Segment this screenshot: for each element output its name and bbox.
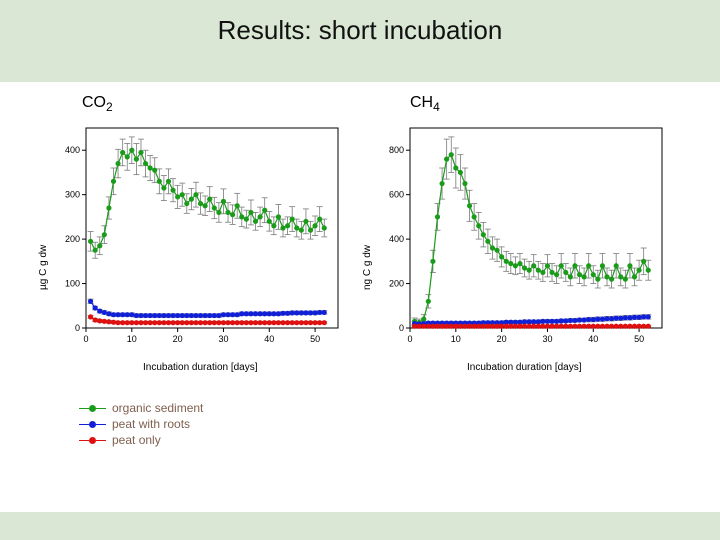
svg-text:400: 400	[389, 234, 404, 244]
panel-title-co2: CO2	[82, 94, 113, 114]
legend-label: organic sediment	[112, 401, 203, 415]
svg-text:10: 10	[451, 334, 461, 344]
panel-title-ch4: CH4	[410, 94, 440, 114]
panel-co2: CO2 010203040500100200300400 Incubation …	[48, 100, 348, 380]
legend-row: peat only	[78, 432, 203, 448]
svg-text:0: 0	[83, 334, 88, 344]
svg-text:40: 40	[264, 334, 274, 344]
panel-ch4: CH4 010203040500200400600800 Incubation …	[372, 100, 672, 380]
legend: organic sediment peat with roots peat only	[78, 400, 203, 448]
legend-marker-icon	[78, 437, 106, 444]
co2-label-sub: 2	[106, 100, 113, 114]
svg-text:30: 30	[218, 334, 228, 344]
xlabel-ch4: Incubation duration [days]	[467, 362, 582, 373]
svg-text:200: 200	[389, 279, 404, 289]
svg-text:30: 30	[542, 334, 552, 344]
ylabel-ch4: ng C g dw	[362, 245, 373, 290]
legend-row: organic sediment	[78, 400, 203, 416]
svg-text:200: 200	[65, 234, 80, 244]
chart-svg-ch4: 0 10 20 30 40 50 0 200 400 600 800	[372, 120, 672, 360]
svg-text:0: 0	[75, 323, 80, 333]
legend-label: peat with roots	[112, 417, 190, 431]
content-area: CO2 010203040500100200300400 Incubation …	[0, 82, 720, 512]
svg-text:10: 10	[127, 334, 137, 344]
slide: Results: short incubation CO2 0102030405…	[0, 0, 720, 540]
xlabel-co2: Incubation duration [days]	[143, 362, 258, 373]
svg-text:400: 400	[65, 145, 80, 155]
legend-marker-icon	[78, 421, 106, 428]
legend-row: peat with roots	[78, 416, 203, 432]
svg-text:0: 0	[407, 334, 412, 344]
chart-stage: CO2 010203040500100200300400 Incubation …	[48, 100, 672, 480]
slide-title: Results: short incubation	[218, 15, 503, 46]
ylabel-co2: µg C g dw	[38, 245, 49, 290]
chart-svg-co2: 0 10 20 30 40 50 0 100 200 300 400	[48, 120, 348, 360]
legend-marker-icon	[78, 405, 106, 412]
svg-text:50: 50	[310, 334, 320, 344]
title-bar: Results: short incubation	[0, 0, 720, 60]
ch4-label-text: CH	[410, 94, 433, 111]
ch4-label-sub: 4	[433, 100, 440, 114]
co2-label-text: CO	[82, 94, 106, 111]
svg-text:20: 20	[497, 334, 507, 344]
svg-text:600: 600	[389, 190, 404, 200]
svg-text:20: 20	[173, 334, 183, 344]
svg-text:100: 100	[65, 279, 80, 289]
svg-text:40: 40	[588, 334, 598, 344]
svg-text:50: 50	[634, 334, 644, 344]
svg-text:800: 800	[389, 145, 404, 155]
svg-text:300: 300	[65, 190, 80, 200]
legend-label: peat only	[112, 433, 161, 447]
svg-text:0: 0	[399, 323, 404, 333]
